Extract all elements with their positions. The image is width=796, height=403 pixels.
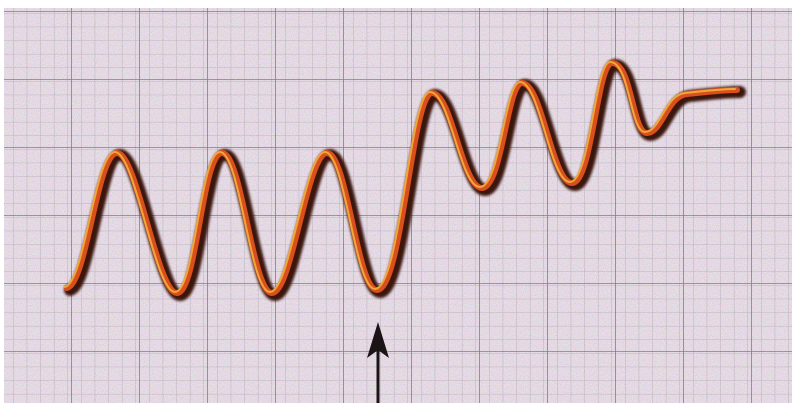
- paper: [4, 8, 792, 403]
- page: [0, 0, 796, 403]
- graph-paper-photo: [0, 0, 796, 403]
